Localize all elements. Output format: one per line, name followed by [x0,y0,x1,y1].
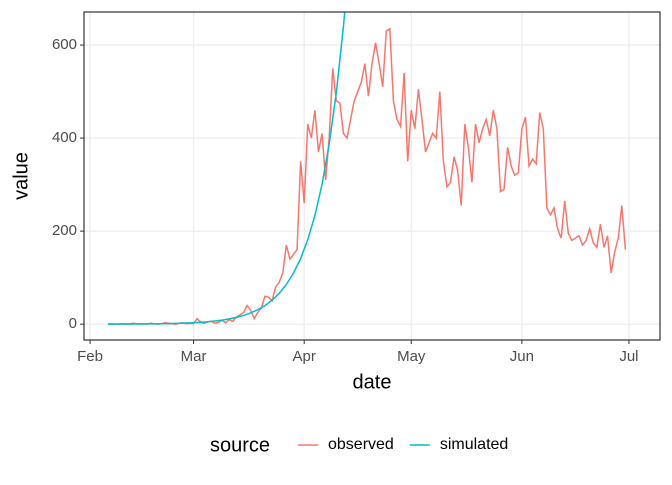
legend: observed simulated [298,436,508,453]
legend-title: source [210,434,270,456]
y-tick-label: 600 [52,36,77,53]
x-tick-label: Mar [181,348,207,365]
x-tick-label: Jul [619,348,638,365]
x-tick-label: May [397,348,426,365]
y-axis-label: value [10,152,32,200]
plot-lines [107,12,627,325]
legend-label: observed [328,436,394,453]
y-tick-label: 400 [52,129,77,146]
panel-border [83,11,661,341]
series-line [107,12,346,325]
grid [84,12,660,340]
x-axis-label: date [353,371,392,393]
y-tick-label: 200 [52,222,77,239]
x-tick-label: Jun [510,348,534,365]
x-tick-label: Apr [293,348,316,365]
y-tick-label: 0 [69,315,77,332]
x-tick-label: Feb [77,348,103,365]
legend-label: simulated [440,436,508,453]
